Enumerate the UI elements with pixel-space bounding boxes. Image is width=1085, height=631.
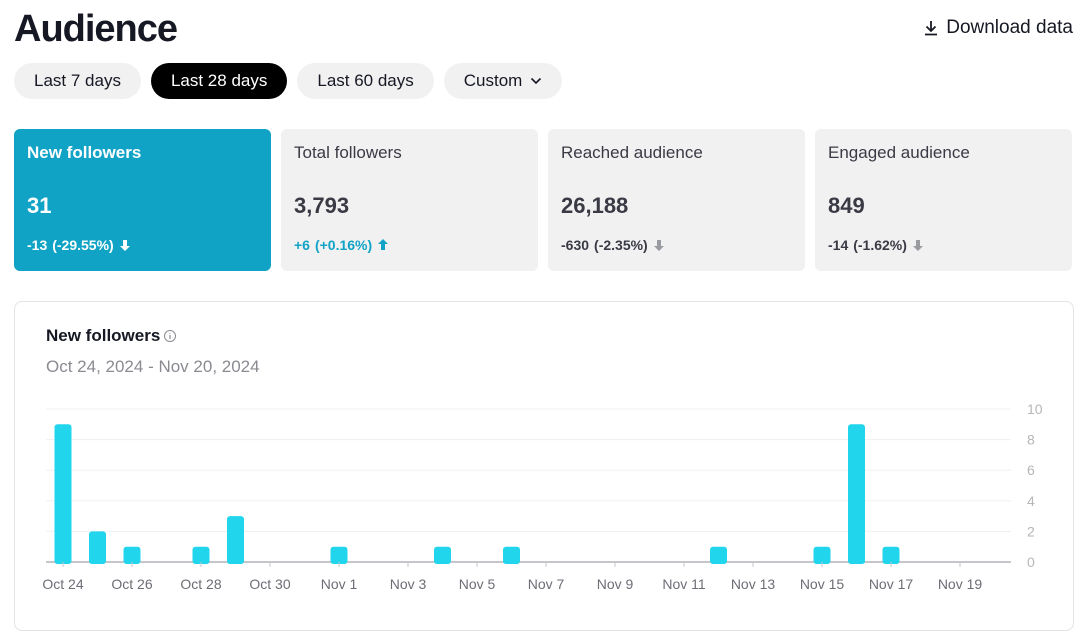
tab-custom-label: Custom (463, 71, 523, 90)
y-tick-label: 6 (1027, 462, 1035, 478)
x-tick-label: Nov 17 (869, 576, 914, 592)
x-tick-label: Oct 28 (180, 576, 221, 592)
info-icon[interactable] (163, 329, 177, 343)
chart-panel: New followers Oct 24, 2024 - Nov 20, 202… (14, 301, 1074, 631)
bar-nov-12[interactable] (710, 546, 727, 564)
card-delta: -630 (-2.35%) (561, 237, 792, 253)
card-delta: -14 (-1.62%) (828, 237, 1059, 253)
delta-percent: (-2.35%) (594, 237, 648, 253)
page-title: Audience (14, 8, 178, 50)
card-title: New followers (27, 143, 142, 162)
bar-oct-24[interactable] (54, 424, 72, 564)
chevron-down-icon (531, 77, 542, 85)
x-tick-label: Nov 5 (459, 576, 496, 592)
y-tick-label: 4 (1027, 493, 1035, 509)
delta-value: -13 (27, 237, 48, 253)
delta-percent: (-1.62%) (853, 237, 907, 253)
bar-nov-6[interactable] (503, 546, 520, 564)
metric-card-total-followers[interactable]: Total followers 3,793 +6 (+0.16%) (281, 129, 538, 271)
arrow-up-icon (378, 239, 389, 250)
card-title: Engaged audience (828, 143, 970, 162)
y-tick-label: 8 (1027, 432, 1035, 448)
card-delta: -13 (-29.55%) (27, 237, 258, 253)
metric-card-engaged-audience[interactable]: Engaged audience 849 -14 (-1.62%) (815, 129, 1072, 271)
chart-title-text: New followers (46, 326, 161, 345)
bar-oct-28[interactable] (192, 546, 210, 564)
x-tick-label: Nov 1 (321, 576, 358, 592)
x-tick-label: Nov 11 (662, 576, 706, 592)
arrow-down-icon (912, 240, 923, 251)
delta-value: -630 (561, 237, 590, 253)
bar-nov-4[interactable] (434, 546, 451, 564)
download-data-button[interactable]: Download data (922, 17, 1073, 39)
arrow-down-icon (119, 240, 130, 251)
date-range-tabs: Last 7 days Last 28 days Last 60 days Cu… (14, 63, 563, 99)
tab-last-28-days[interactable]: Last 28 days (150, 63, 288, 99)
card-value: 3,793 (294, 193, 350, 218)
card-value: 849 (828, 193, 865, 218)
delta-value: -14 (828, 237, 849, 253)
metric-card-reached-audience[interactable]: Reached audience 26,188 -630 (-2.35%) (548, 129, 805, 271)
bar-nov-1[interactable] (330, 546, 348, 564)
arrow-down-icon (653, 240, 664, 251)
bar-oct-25[interactable] (89, 531, 106, 564)
card-value: 26,188 (561, 193, 629, 218)
tab-last-7-days[interactable]: Last 7 days (14, 63, 141, 99)
chart-title: New followers (46, 326, 177, 346)
tab-last-60-days[interactable]: Last 60 days (297, 63, 434, 99)
bar-oct-26[interactable] (123, 546, 141, 564)
metric-cards: New followers 31 -13 (-29.55%) Total followe… (14, 129, 1072, 271)
bar-nov-16[interactable] (848, 424, 865, 564)
x-tick-label: Nov 19 (938, 576, 983, 592)
bar-nov-17[interactable] (882, 546, 900, 564)
x-tick-label: Oct 24 (42, 576, 83, 592)
x-tick-label: Nov 9 (597, 576, 634, 592)
y-tick-label: 10 (1027, 401, 1043, 417)
delta-value: +6 (294, 237, 310, 253)
download-icon (925, 21, 938, 36)
x-tick-label: Nov 15 (800, 576, 845, 592)
card-title: Total followers (294, 143, 402, 162)
download-label: Download data (946, 17, 1073, 38)
x-tick-label: Nov 13 (731, 576, 776, 592)
delta-percent: (+0.16%) (314, 237, 373, 253)
bar-chart: 0 2 4 6 8 10 Oct 24 Oct 26 Oct 28 Oct 30 Nov 1 Nov … (42, 401, 1043, 592)
card-title: Reached audience (561, 143, 703, 162)
metric-card-new-followers[interactable]: New followers 31 -13 (-29.55%) (14, 129, 271, 271)
bar-nov-15[interactable] (813, 546, 831, 564)
x-tick-label: Oct 26 (111, 576, 152, 592)
delta-percent: (-29.55%) (52, 237, 114, 253)
card-delta: +6 (+0.16%) (294, 237, 525, 253)
x-tick-label: Nov 3 (390, 576, 427, 592)
x-tick-label: Nov 7 (528, 576, 565, 592)
card-value: 31 (27, 193, 52, 218)
y-tick-label: 2 (1027, 523, 1035, 539)
tab-custom[interactable]: Custom (443, 63, 563, 99)
bar-oct-29[interactable] (227, 516, 244, 564)
x-tick-label: Oct 30 (249, 576, 290, 592)
chart-date-range: Oct 24, 2024 - Nov 20, 2024 (46, 357, 260, 376)
y-tick-label: 0 (1027, 554, 1035, 570)
